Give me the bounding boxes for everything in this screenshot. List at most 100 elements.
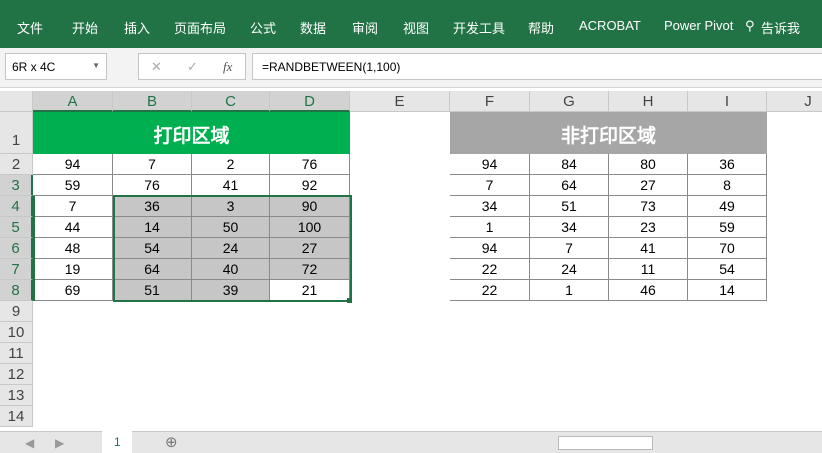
cell[interactable]: 36 [688,154,767,175]
row-header-4[interactable]: 4 [0,196,33,217]
add-sheet-icon[interactable]: ⊕ [165,434,178,451]
column-header-G[interactable]: G [530,91,609,112]
cell[interactable]: 1 [450,217,530,238]
scroll-right-icon[interactable]: ▶ [55,436,65,450]
horizontal-scrollbar[interactable] [558,436,653,450]
cell[interactable]: 39 [192,280,270,301]
cell[interactable]: 7 [113,154,192,175]
ribbon-tab[interactable]: ACROBAT [579,18,641,33]
cell[interactable]: 92 [270,175,350,196]
cell[interactable]: 7 [530,238,609,259]
cell[interactable]: 41 [192,175,270,196]
row-header-8[interactable]: 8 [0,280,33,301]
cell[interactable]: 3 [192,196,270,217]
cell[interactable]: 64 [113,259,192,280]
row-header-13[interactable]: 13 [0,385,33,406]
ribbon-tab[interactable]: 帮助 [528,21,555,36]
row-header-11[interactable]: 11 [0,343,33,364]
column-header-E[interactable]: E [350,91,450,112]
ribbon-tab[interactable]: 公式 [250,21,277,36]
cell[interactable]: 40 [192,259,270,280]
cell[interactable]: 24 [530,259,609,280]
fx-icon[interactable]: fx [223,59,233,74]
cell[interactable]: 7 [33,196,113,217]
name-box[interactable]: 6R x 4C ▼ [5,53,107,80]
cancel-icon[interactable]: ✕ [151,59,162,74]
column-header-B[interactable]: B [113,91,192,112]
cell[interactable]: 94 [450,154,530,175]
ribbon-tab[interactable]: 告诉我 [761,21,801,36]
cell[interactable]: 36 [113,196,192,217]
formula-input[interactable]: =RANDBETWEEN(1,100) [252,53,822,80]
cell[interactable]: 54 [688,259,767,280]
cell[interactable]: 14 [688,280,767,301]
search-icon[interactable]: ⚲ [745,18,755,33]
cell[interactable]: 48 [33,238,113,259]
select-all-button[interactable] [0,91,33,112]
fill-handle[interactable] [347,298,352,303]
row-header-7[interactable]: 7 [0,259,33,280]
cell[interactable]: 90 [270,196,350,217]
column-header-D[interactable]: D [270,91,350,112]
ribbon-tab[interactable]: 审阅 [352,21,379,36]
cell[interactable]: 50 [192,217,270,238]
cell[interactable]: 72 [270,259,350,280]
cell[interactable]: 94 [33,154,113,175]
cell[interactable]: 7 [450,175,530,196]
cell[interactable]: 59 [33,175,113,196]
cell[interactable]: 34 [530,217,609,238]
row-header-6[interactable]: 6 [0,238,33,259]
scroll-left-icon[interactable]: ◀ [25,436,35,450]
cell[interactable]: 44 [33,217,113,238]
cell[interactable]: 70 [688,238,767,259]
chevron-down-icon[interactable]: ▼ [92,61,100,70]
cell[interactable]: 8 [688,175,767,196]
row-header-9[interactable]: 9 [0,301,33,322]
cell[interactable]: 64 [530,175,609,196]
ribbon-tab[interactable]: 视图 [403,21,430,36]
ribbon-tab[interactable]: 数据 [300,21,327,36]
row-header-3[interactable]: 3 [0,175,33,196]
ribbon-tab[interactable]: Power Pivot [664,18,734,33]
column-header-F[interactable]: F [450,91,530,112]
cell[interactable]: 80 [609,154,688,175]
column-header-I[interactable]: I [688,91,767,112]
cell[interactable]: 14 [113,217,192,238]
cell[interactable]: 84 [530,154,609,175]
cell[interactable]: 76 [113,175,192,196]
row-header-5[interactable]: 5 [0,217,33,238]
column-header-H[interactable]: H [609,91,688,112]
enter-icon[interactable]: ✓ [187,59,198,74]
cell[interactable]: 73 [609,196,688,217]
cell[interactable]: 22 [450,259,530,280]
cell[interactable]: 19 [33,259,113,280]
ribbon-tab[interactable]: 开始 [72,21,99,36]
row-header-14[interactable]: 14 [0,406,33,427]
row-header-2[interactable]: 2 [0,154,33,175]
cell[interactable]: 27 [270,238,350,259]
cell[interactable]: 41 [609,238,688,259]
cell[interactable]: 24 [192,238,270,259]
cell[interactable]: 23 [609,217,688,238]
cell[interactable]: 59 [688,217,767,238]
ribbon-tab[interactable]: 开发工具 [453,21,506,36]
ribbon-tab[interactable]: 文件 [17,21,44,36]
cell[interactable]: 34 [450,196,530,217]
cell[interactable]: 2 [192,154,270,175]
row-header-12[interactable]: 12 [0,364,33,385]
cell[interactable]: 11 [609,259,688,280]
cell[interactable]: 46 [609,280,688,301]
cell[interactable]: 22 [450,280,530,301]
cell[interactable]: 49 [688,196,767,217]
cell[interactable]: 76 [270,154,350,175]
cell[interactable]: 69 [33,280,113,301]
ribbon-tab[interactable]: 插入 [124,21,151,36]
row-header-10[interactable]: 10 [0,322,33,343]
column-header-C[interactable]: C [192,91,270,112]
row-header-1[interactable]: 1 [0,112,33,154]
sheet-tab-1[interactable]: 1 [102,431,132,453]
cell[interactable]: 94 [450,238,530,259]
cell[interactable]: 54 [113,238,192,259]
cell[interactable]: 51 [530,196,609,217]
cell[interactable]: 1 [530,280,609,301]
